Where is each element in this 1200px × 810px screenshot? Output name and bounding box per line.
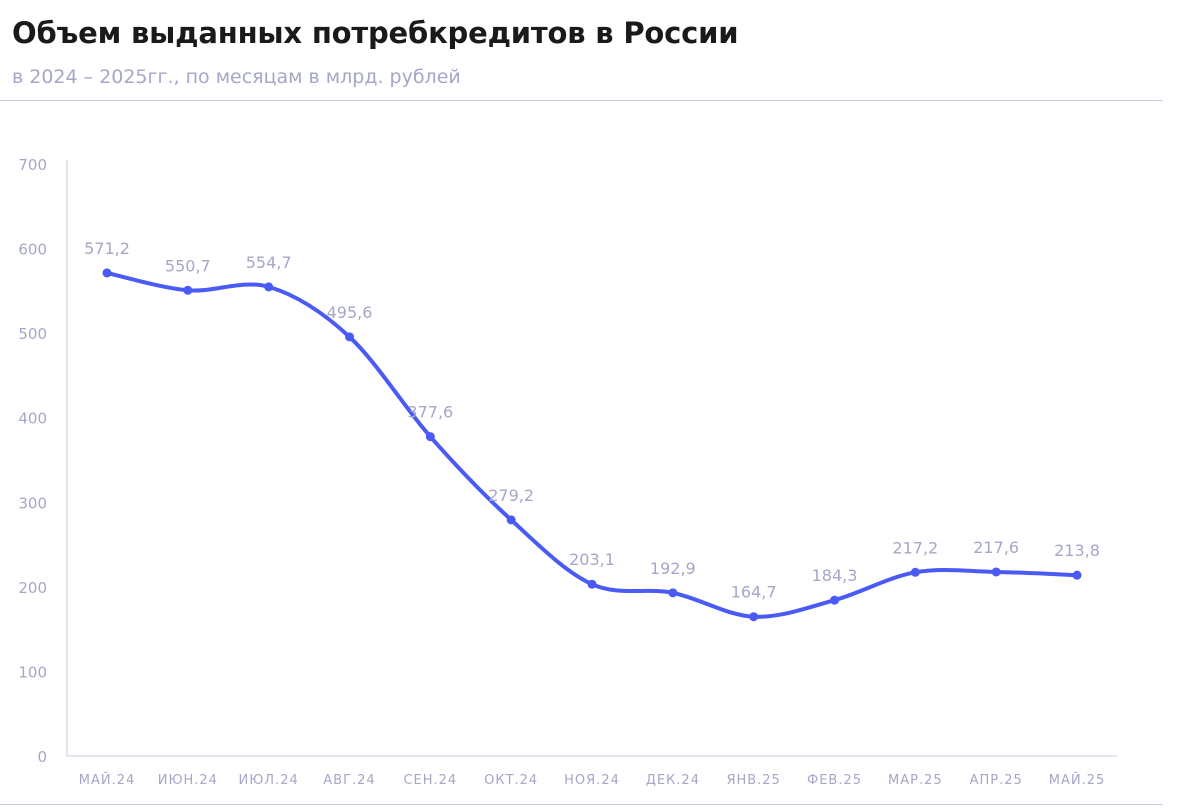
- data-point: [102, 268, 112, 278]
- data-point: [830, 595, 839, 605]
- data-label: 550,7: [165, 256, 211, 275]
- x-tick-label: АВГ.24: [323, 773, 375, 788]
- x-tick-label: ФЕВ.25: [807, 773, 862, 788]
- data-label: 279,2: [488, 486, 534, 505]
- data-point: [264, 282, 274, 292]
- data-label: 495,6: [327, 303, 373, 322]
- y-tick-label: 300: [18, 494, 47, 512]
- data-point: [183, 285, 193, 295]
- x-tick-label: МАЙ.25: [1049, 772, 1106, 788]
- x-tick-label: СЕН.24: [403, 773, 457, 788]
- x-tick-label: ОКТ.24: [484, 773, 538, 788]
- data-label: 571,2: [84, 239, 130, 258]
- x-tick-label: МАР.25: [888, 773, 943, 788]
- data-label: 192,9: [650, 559, 696, 578]
- y-axis-tick-labels: 0 100 200 300 400 500 600 700: [18, 156, 47, 766]
- data-label: 217,6: [973, 538, 1019, 557]
- data-label: 554,7: [246, 253, 292, 272]
- y-tick-label: 200: [18, 579, 47, 597]
- header-divider: [0, 100, 1163, 101]
- data-point: [506, 515, 516, 525]
- data-point: [345, 332, 354, 342]
- data-point: [587, 579, 597, 589]
- y-tick-label: 100: [18, 663, 47, 681]
- data-point: [1072, 570, 1082, 580]
- data-label: 203,1: [569, 550, 615, 569]
- series-points: [102, 268, 1082, 622]
- x-tick-label: ИЮН.24: [158, 773, 218, 788]
- data-label: 217,2: [892, 538, 938, 557]
- data-point: [910, 567, 920, 577]
- chart-subtitle: в 2024 – 2025гг., по месяцам в млрд. руб…: [12, 66, 461, 88]
- x-axis-category-labels: МАЙ.24 ИЮН.24 ИЮЛ.24 АВГ.24 СЕН.24 ОКТ.24 НОЯ.…: [79, 772, 1106, 788]
- data-label: 213,8: [1054, 541, 1100, 560]
- y-tick-label: 600: [18, 241, 47, 259]
- x-tick-label: МАЙ.24: [79, 772, 136, 788]
- chart-title: Объем выданных потребкредитов в России: [12, 16, 739, 50]
- data-label: 164,7: [731, 583, 777, 602]
- y-tick-label: 400: [18, 410, 47, 428]
- data-point: [425, 432, 435, 442]
- y-tick-label: 0: [37, 748, 47, 766]
- footer-divider: [0, 804, 1163, 805]
- x-tick-label: НОЯ.24: [564, 773, 620, 788]
- data-point: [749, 612, 759, 622]
- data-labels: 571,2 550,7 554,7 495,6 377,6 279,2 203,1 192,9…: [84, 239, 1100, 602]
- x-tick-label: ИЮЛ.24: [239, 773, 299, 788]
- x-tick-label: ДЕК.24: [646, 773, 700, 788]
- data-label: 377,6: [407, 403, 453, 422]
- data-point: [668, 588, 678, 598]
- x-tick-label: ЯНВ.25: [726, 773, 780, 788]
- y-tick-label: 500: [18, 325, 47, 343]
- x-tick-label: АПР.25: [970, 773, 1023, 788]
- data-point: [991, 567, 1001, 577]
- data-label: 184,3: [812, 566, 858, 585]
- y-tick-label: 700: [18, 156, 47, 174]
